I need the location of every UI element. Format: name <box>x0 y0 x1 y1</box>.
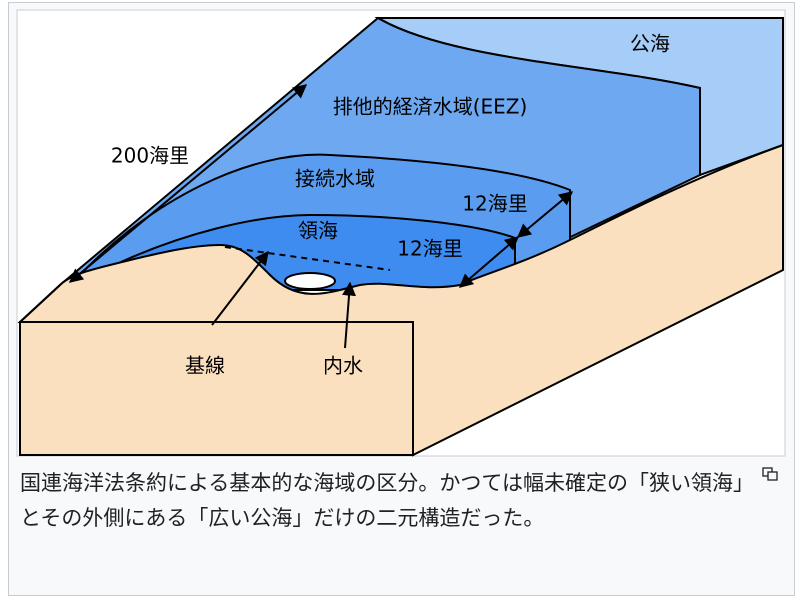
label: 排他的経済水域(EEZ) <box>333 95 528 119</box>
label: 12海里 <box>462 192 527 216</box>
enlarge-icon[interactable] <box>762 467 778 481</box>
label: 内水 <box>323 354 363 378</box>
label: 200海里 <box>111 144 189 168</box>
label: 基線 <box>185 354 225 378</box>
arrow <box>68 84 308 283</box>
front-face <box>19 321 414 456</box>
edge <box>19 284 61 323</box>
arrow <box>458 236 520 288</box>
internal-waters <box>284 272 336 290</box>
caption: 国連海洋法条約による基本的な海域の区分。かつては幅未確定の「狭い領海」とその外側… <box>20 471 744 530</box>
label: 接続水域 <box>295 167 375 191</box>
label: 12海里 <box>397 237 462 261</box>
label: 公海 <box>630 32 670 56</box>
arrow <box>211 250 269 326</box>
arrow <box>342 281 357 349</box>
arrow <box>516 191 574 238</box>
label: 領海 <box>298 219 338 243</box>
